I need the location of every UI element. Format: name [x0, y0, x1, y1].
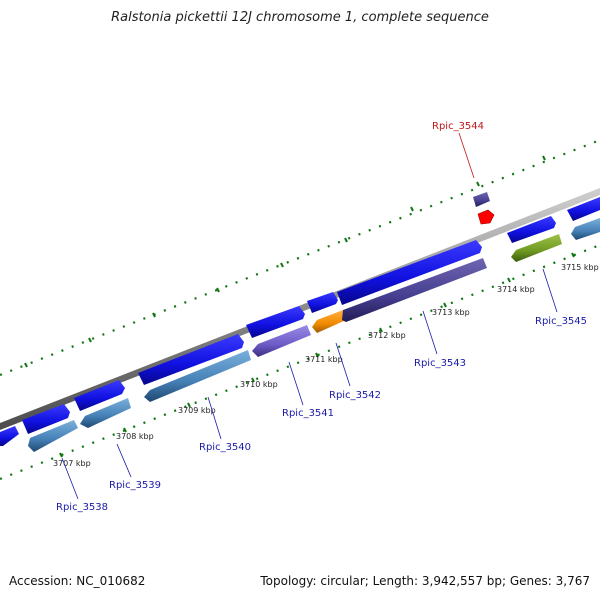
- gene-label-rpic-3545[interactable]: Rpic_3545: [535, 316, 587, 327]
- gene-block[interactable]: [74, 380, 125, 411]
- gene-block[interactable]: [252, 325, 311, 357]
- kbp-label: 3711 kbp: [305, 355, 343, 364]
- accession-text: Accession: NC_010682: [9, 574, 146, 588]
- kbp-label: 3709 kbp: [178, 406, 216, 415]
- genome-summary-text: Topology: circular; Length: 3,942,557 bp…: [260, 574, 590, 588]
- gene-label-rpic-3544[interactable]: Rpic_3544: [432, 121, 484, 132]
- gene-block[interactable]: [307, 292, 338, 313]
- kbp-label: 3713 kbp: [432, 308, 470, 317]
- gene-label-rpic-3538[interactable]: Rpic_3538: [56, 502, 108, 513]
- gene-block[interactable]: [511, 234, 562, 262]
- gene-block[interactable]: [138, 334, 244, 385]
- gene-label-rpic-3541[interactable]: Rpic_3541: [282, 408, 334, 419]
- gene-labels: Rpic_3538 Rpic_3539 Rpic_3540 Rpic_3541 …: [56, 121, 587, 513]
- gene-block[interactable]: [28, 420, 78, 452]
- kbp-label: 3714 kbp: [497, 285, 535, 294]
- scale-labels: 3707 kbp 3708 kbp 3709 kbp 3710 kbp 3711…: [53, 263, 599, 468]
- kbp-label: 3708 kbp: [116, 432, 154, 441]
- gene-block[interactable]: [22, 404, 70, 434]
- highlight-marker-icon[interactable]: [477, 209, 495, 225]
- gene-block[interactable]: [144, 350, 251, 402]
- gene-block[interactable]: [507, 216, 556, 243]
- gene-block[interactable]: [0, 426, 19, 446]
- kbp-label: 3712 kbp: [368, 331, 406, 340]
- gene-block[interactable]: [80, 398, 131, 428]
- gene-block-rpic-3544[interactable]: [473, 192, 490, 207]
- gene-block[interactable]: [567, 197, 600, 221]
- gene-block[interactable]: [312, 310, 346, 333]
- kbp-label: 3707 kbp: [53, 459, 91, 468]
- gene-block[interactable]: [337, 240, 482, 305]
- gene-label-rpic-3539[interactable]: Rpic_3539: [109, 480, 161, 491]
- gene-block[interactable]: [246, 306, 305, 338]
- kbp-label: 3710 kbp: [240, 380, 278, 389]
- gene-label-rpic-3543[interactable]: Rpic_3543: [414, 358, 466, 369]
- kbp-label: 3715 kbp: [561, 263, 599, 272]
- forward-strand-genes: [0, 197, 600, 446]
- leader-lines: [61, 132, 558, 500]
- reverse-strand-genes: [28, 218, 600, 452]
- inner-major-ticks: [59, 252, 575, 458]
- gene-block[interactable]: [342, 258, 487, 322]
- gene-block[interactable]: [571, 218, 600, 240]
- map-title: Ralstonia pickettii 12J chromosome 1, co…: [111, 10, 489, 25]
- gene-label-rpic-3542[interactable]: Rpic_3542: [329, 390, 381, 401]
- gene-label-rpic-3540[interactable]: Rpic_3540: [199, 442, 251, 453]
- outer-major-ticks: [24, 155, 546, 368]
